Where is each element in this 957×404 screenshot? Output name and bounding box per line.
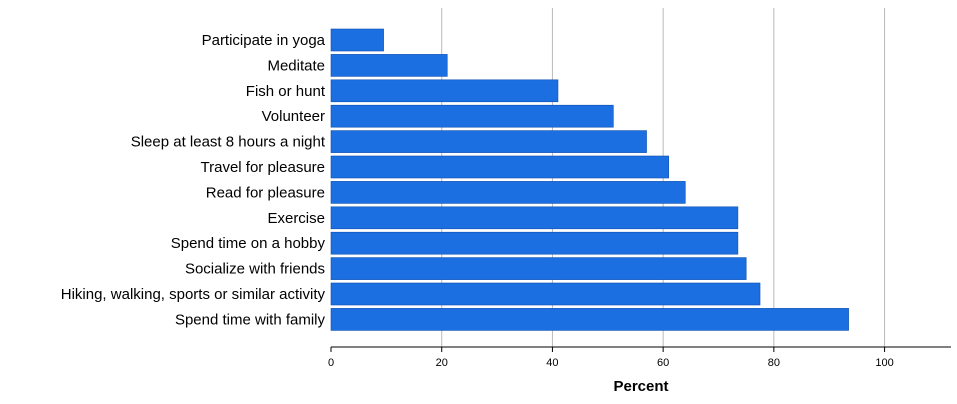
category-label-8: Spend time on a hobby bbox=[171, 235, 326, 252]
category-label-4: Sleep at least 8 hours a night bbox=[131, 134, 326, 151]
category-label-6: Read for pleasure bbox=[206, 184, 325, 201]
category-label-9: Socialize with friends bbox=[185, 261, 325, 278]
category-label-11: Spend time with family bbox=[175, 311, 326, 328]
bars bbox=[330, 28, 849, 331]
category-labels: Participate in yoga Meditate Fish or hunt V… bbox=[61, 32, 326, 328]
category-label-5: Travel for pleasure bbox=[201, 159, 326, 176]
bar-5 bbox=[330, 155, 669, 179]
bar-6 bbox=[330, 181, 686, 204]
x-axis-ticks: 0 20 40 60 80 100 bbox=[328, 347, 894, 369]
bar-7 bbox=[330, 206, 739, 230]
category-label-0: Participate in yoga bbox=[202, 32, 326, 49]
x-tick-label-40: 40 bbox=[546, 357, 558, 369]
bar-8 bbox=[330, 231, 739, 255]
category-label-10: Hiking, walking, sports or similar activ… bbox=[61, 286, 326, 303]
x-tick-label-0: 0 bbox=[328, 357, 334, 369]
bar-2 bbox=[330, 79, 559, 103]
x-tick-label-60: 60 bbox=[657, 357, 669, 369]
bar-4 bbox=[330, 130, 647, 153]
bar-0 bbox=[330, 28, 384, 52]
category-label-7: Exercise bbox=[267, 210, 325, 227]
category-label-1: Meditate bbox=[267, 57, 325, 74]
bar-3 bbox=[330, 104, 614, 128]
x-tick-label-80: 80 bbox=[768, 357, 780, 369]
category-label-2: Fish or hunt bbox=[246, 83, 326, 100]
x-tick-label-100: 100 bbox=[875, 357, 893, 369]
x-axis-title: Percent bbox=[613, 378, 668, 395]
bar-1 bbox=[330, 54, 448, 77]
category-label-3: Volunteer bbox=[262, 108, 325, 125]
x-tick-label-20: 20 bbox=[436, 357, 448, 369]
bar-10 bbox=[330, 282, 761, 306]
bar-11 bbox=[330, 308, 849, 331]
bar-9 bbox=[330, 257, 747, 280]
